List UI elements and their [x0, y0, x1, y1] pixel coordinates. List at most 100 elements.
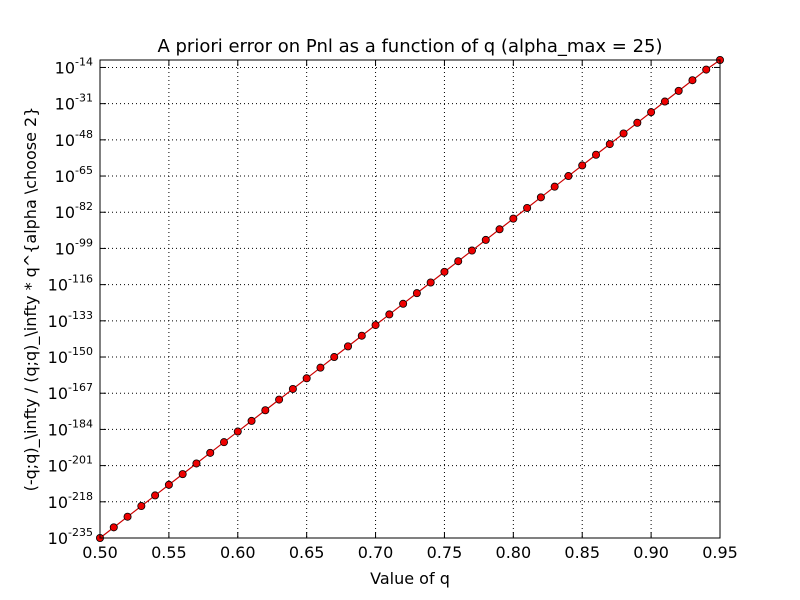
y-tick-base: 10	[48, 420, 68, 439]
x-tick-label: 0.50	[82, 543, 118, 562]
data-point	[357, 331, 366, 340]
plot-frame	[99, 59, 721, 539]
data-point	[137, 502, 146, 511]
data-point	[219, 438, 228, 447]
data-point	[371, 321, 380, 330]
data-point	[495, 225, 504, 234]
data-point	[523, 203, 532, 212]
y-tick-label: 10-65	[55, 164, 93, 186]
y-axis-label: (-q;q)_\infty / (q;q)_\infty * q^{alpha …	[21, 107, 41, 492]
series-line	[99, 59, 721, 539]
y-tick-exponent: -235	[68, 526, 93, 539]
data-point	[151, 491, 160, 500]
data-point	[206, 448, 215, 457]
x-tick-label: 0.55	[151, 543, 187, 562]
y-tick-exponent: -65	[75, 164, 93, 177]
y-tick-base: 10	[55, 203, 75, 222]
data-point	[674, 86, 683, 95]
data-point	[564, 172, 573, 181]
y-tick-exponent: -31	[75, 92, 93, 105]
data-point	[109, 523, 118, 532]
y-tick-exponent: -48	[75, 128, 93, 141]
ticks: 0.50 0.55 0.60 0.65 0.70 0.75 0.80 0.85 0.90 0.95…	[48, 55, 738, 562]
y-tick-base: 10	[48, 493, 68, 512]
y-tick-exponent: -218	[68, 490, 93, 503]
data-point	[467, 246, 476, 255]
x-tick-label: 0.75	[427, 543, 463, 562]
y-tick-base: 10	[48, 384, 68, 403]
data-point	[647, 108, 656, 117]
y-tick-label: 10-201	[48, 454, 93, 476]
data-point	[481, 235, 490, 244]
y-tick-base: 10	[55, 58, 75, 77]
y-tick-exponent: -201	[68, 454, 93, 467]
data-point	[164, 480, 173, 489]
x-tick-label: 0.80	[496, 543, 532, 562]
data-point	[330, 353, 339, 362]
data-point	[509, 214, 518, 223]
data-point	[536, 193, 545, 202]
data-point	[233, 427, 242, 436]
y-tick-exponent: -116	[68, 273, 93, 286]
y-tick-base: 10	[55, 131, 75, 150]
data-point	[702, 65, 711, 74]
y-tick-base: 10	[55, 239, 75, 258]
data-point	[288, 384, 297, 393]
y-tick-label: 10-184	[48, 417, 93, 439]
series-layer	[96, 56, 725, 543]
x-tick-label: 0.60	[220, 543, 256, 562]
y-tick-label: 10-235	[48, 526, 93, 548]
data-point	[385, 310, 394, 319]
x-tick-label: 0.85	[564, 543, 600, 562]
y-tick-base: 10	[48, 312, 68, 331]
data-point	[399, 299, 408, 308]
data-point	[550, 182, 559, 191]
data-point	[123, 512, 132, 521]
y-tick-label: 10-150	[48, 345, 93, 367]
data-point	[343, 342, 352, 351]
data-point	[247, 416, 256, 425]
y-tick-base: 10	[48, 348, 68, 367]
data-point	[192, 459, 201, 468]
grid	[100, 60, 720, 538]
x-tick-label: 0.70	[358, 543, 394, 562]
y-tick-exponent: -82	[75, 200, 93, 213]
data-point	[688, 76, 697, 85]
x-tick-label: 0.90	[633, 543, 669, 562]
data-point	[261, 406, 270, 415]
y-tick-base: 10	[55, 167, 75, 186]
data-point	[275, 395, 284, 404]
data-point	[660, 97, 669, 106]
y-tick-exponent: -150	[68, 345, 93, 358]
y-tick-label: 10-133	[48, 309, 93, 331]
x-axis-label: Value of q	[370, 569, 450, 588]
data-point	[178, 470, 187, 479]
data-point	[605, 140, 614, 149]
y-tick-exponent: -133	[68, 309, 93, 322]
y-tick-base: 10	[48, 276, 68, 295]
data-point	[412, 289, 421, 298]
data-point	[316, 363, 325, 372]
y-tick-label: 10-116	[48, 273, 93, 295]
data-point	[454, 257, 463, 266]
y-tick-base: 10	[55, 95, 75, 114]
y-tick-label: 10-48	[55, 128, 93, 150]
x-tick-label: 0.65	[289, 543, 325, 562]
y-tick-label: 10-14	[55, 55, 93, 77]
data-point	[440, 267, 449, 276]
data-point	[578, 161, 587, 170]
data-point	[592, 150, 601, 159]
y-tick-label: 10-82	[55, 200, 93, 222]
y-tick-label: 10-167	[48, 381, 93, 403]
data-point	[633, 118, 642, 127]
chart-title: A priori error on Pnl as a function of q…	[157, 36, 662, 57]
data-point	[426, 278, 435, 287]
x-tick-label: 0.95	[702, 543, 738, 562]
y-tick-base: 10	[48, 529, 68, 548]
y-tick-exponent: -14	[75, 55, 93, 68]
y-tick-exponent: -184	[68, 417, 93, 430]
data-point	[302, 374, 311, 383]
y-tick-label: 10-218	[48, 490, 93, 512]
y-tick-label: 10-99	[55, 236, 93, 258]
